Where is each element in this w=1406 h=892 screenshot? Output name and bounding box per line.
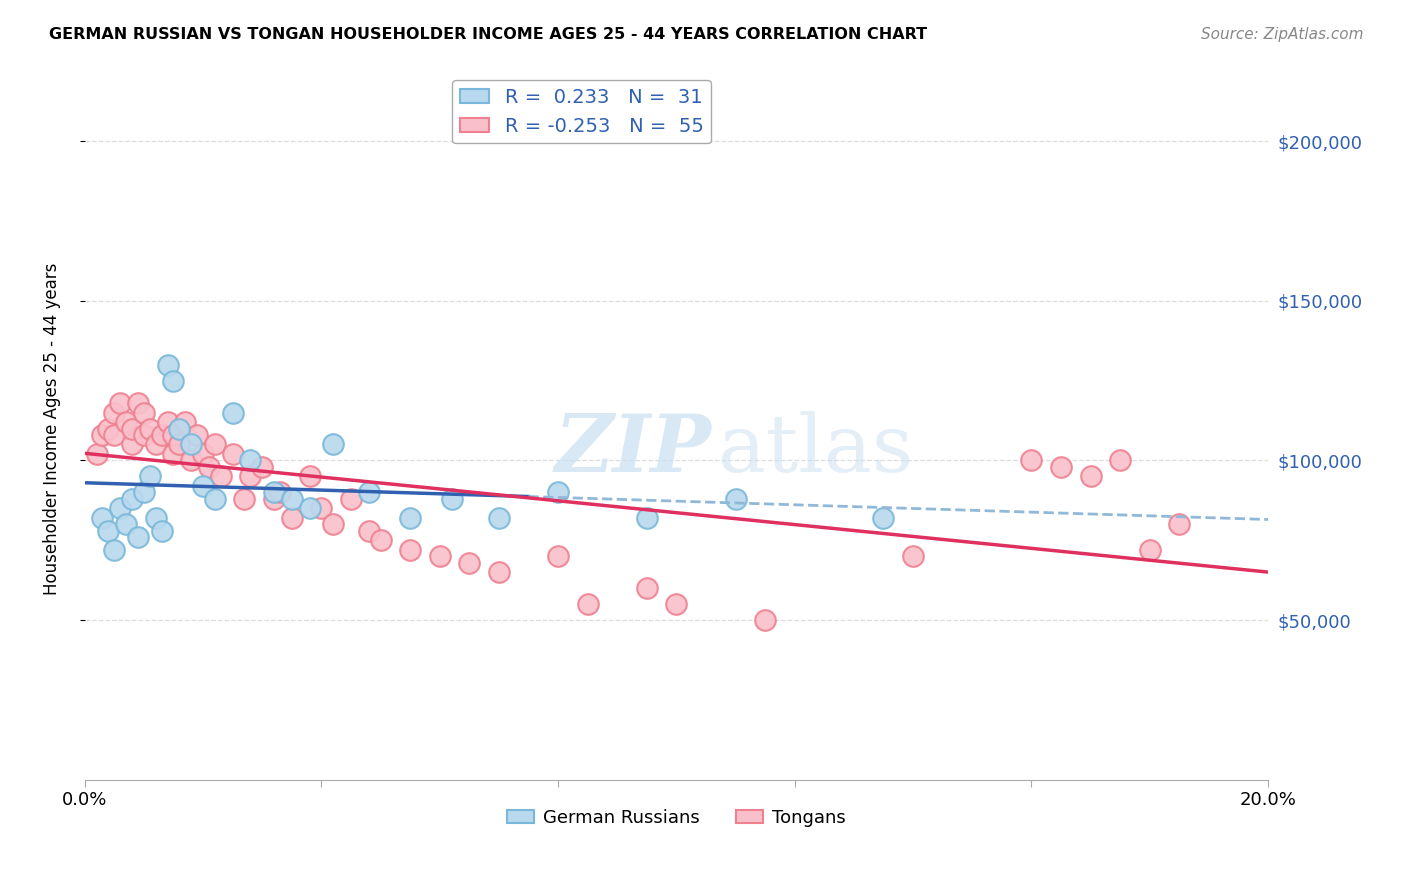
Point xyxy=(174,415,197,429)
Point xyxy=(370,533,392,548)
Legend: German Russians, Tongans: German Russians, Tongans xyxy=(499,801,853,834)
Point xyxy=(103,406,125,420)
Point xyxy=(162,428,184,442)
Point xyxy=(169,421,191,435)
Point xyxy=(191,447,214,461)
Point xyxy=(901,549,924,564)
Point xyxy=(636,581,658,595)
Point xyxy=(156,358,179,372)
Point xyxy=(139,469,162,483)
Point xyxy=(145,437,167,451)
Point xyxy=(322,517,344,532)
Point xyxy=(263,491,285,506)
Point xyxy=(169,437,191,451)
Point xyxy=(1139,542,1161,557)
Point xyxy=(872,511,894,525)
Point xyxy=(399,511,422,525)
Point xyxy=(488,565,510,579)
Point xyxy=(298,469,321,483)
Point xyxy=(209,469,232,483)
Point xyxy=(458,556,481,570)
Point xyxy=(322,437,344,451)
Point xyxy=(97,524,120,538)
Point xyxy=(724,491,747,506)
Point xyxy=(121,421,143,435)
Point xyxy=(269,485,291,500)
Point xyxy=(665,597,688,611)
Point xyxy=(252,459,274,474)
Point xyxy=(221,406,243,420)
Point xyxy=(110,501,132,516)
Point xyxy=(1109,453,1132,467)
Point xyxy=(311,501,333,516)
Point xyxy=(150,428,173,442)
Point xyxy=(132,406,155,420)
Point xyxy=(156,415,179,429)
Point xyxy=(180,453,202,467)
Point xyxy=(204,437,226,451)
Point xyxy=(180,437,202,451)
Point xyxy=(281,511,304,525)
Point xyxy=(186,428,208,442)
Point xyxy=(488,511,510,525)
Point xyxy=(198,459,221,474)
Point xyxy=(429,549,451,564)
Point xyxy=(162,374,184,388)
Point xyxy=(239,453,262,467)
Point xyxy=(547,549,569,564)
Point xyxy=(239,469,262,483)
Point xyxy=(547,485,569,500)
Point xyxy=(97,421,120,435)
Point xyxy=(91,511,114,525)
Point xyxy=(281,491,304,506)
Point xyxy=(115,517,138,532)
Point xyxy=(121,437,143,451)
Text: Source: ZipAtlas.com: Source: ZipAtlas.com xyxy=(1201,27,1364,42)
Point xyxy=(127,530,149,544)
Point xyxy=(1080,469,1102,483)
Y-axis label: Householder Income Ages 25 - 44 years: Householder Income Ages 25 - 44 years xyxy=(44,262,60,595)
Point xyxy=(636,511,658,525)
Point xyxy=(1168,517,1191,532)
Point xyxy=(132,428,155,442)
Point xyxy=(221,447,243,461)
Point xyxy=(91,428,114,442)
Point xyxy=(399,542,422,557)
Point xyxy=(103,542,125,557)
Point xyxy=(162,447,184,461)
Point xyxy=(233,491,256,506)
Point xyxy=(127,396,149,410)
Point xyxy=(440,491,463,506)
Point xyxy=(263,485,285,500)
Point xyxy=(150,524,173,538)
Point xyxy=(191,479,214,493)
Point xyxy=(576,597,599,611)
Point xyxy=(357,524,380,538)
Point xyxy=(132,485,155,500)
Point xyxy=(340,491,363,506)
Point xyxy=(110,396,132,410)
Point xyxy=(298,501,321,516)
Text: atlas: atlas xyxy=(718,410,912,489)
Point xyxy=(86,447,108,461)
Text: ZIP: ZIP xyxy=(555,411,711,488)
Point xyxy=(139,421,162,435)
Point xyxy=(754,613,776,627)
Point xyxy=(103,428,125,442)
Point xyxy=(1021,453,1043,467)
Point xyxy=(115,415,138,429)
Point xyxy=(1050,459,1073,474)
Point xyxy=(121,491,143,506)
Point xyxy=(357,485,380,500)
Point xyxy=(145,511,167,525)
Point xyxy=(204,491,226,506)
Text: GERMAN RUSSIAN VS TONGAN HOUSEHOLDER INCOME AGES 25 - 44 YEARS CORRELATION CHART: GERMAN RUSSIAN VS TONGAN HOUSEHOLDER INC… xyxy=(49,27,928,42)
